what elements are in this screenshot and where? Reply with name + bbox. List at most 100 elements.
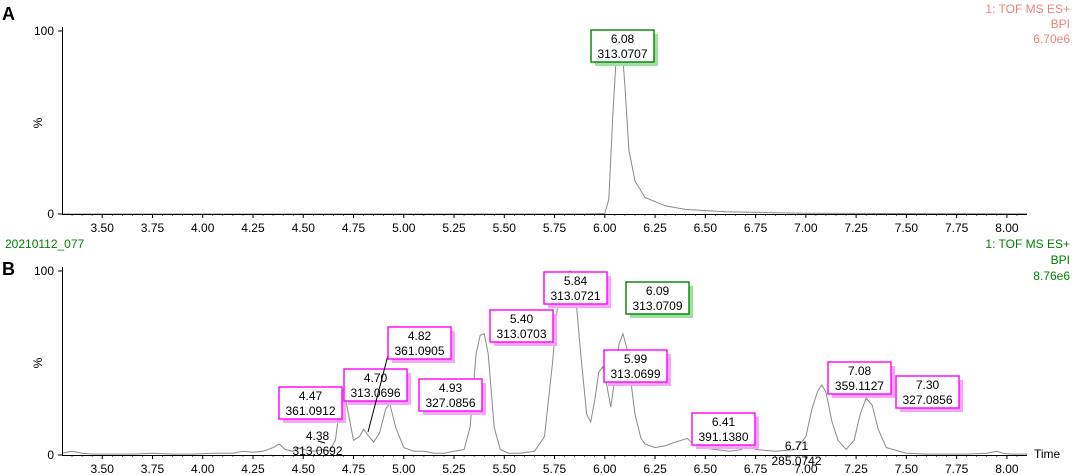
retention-time-label: 6.08 (611, 32, 635, 46)
x-tick-label: 6.50 (694, 221, 718, 235)
y-tick-label: 0 (47, 207, 54, 221)
x-tick-label: 7.25 (844, 462, 868, 475)
x-tick-label: 7.25 (844, 221, 868, 235)
label-box (418, 378, 483, 412)
panel-a-label: A (2, 4, 15, 24)
mz-label: 327.0856 (425, 396, 475, 410)
mz-label: 313.0703 (496, 327, 546, 341)
y-tick-label: 0 (47, 448, 54, 462)
mz-label: 327.0856 (902, 393, 952, 407)
x-tick-label: 8.00 (995, 221, 1019, 235)
panel-b-y-axis-label: % (31, 357, 45, 368)
x-tick-label: 5.00 (392, 462, 416, 475)
label-box (543, 271, 608, 305)
mz-label: 313.0699 (610, 367, 660, 381)
label-box (895, 375, 960, 409)
mz-label: 361.0912 (285, 404, 335, 418)
x-tick-label: 7.75 (945, 221, 969, 235)
x-tick-label: 7.50 (895, 462, 919, 475)
x-tick-label: 3.50 (91, 221, 115, 235)
panel-b-x-axis-label: Time (1034, 447, 1061, 461)
y-tick-label: 100 (34, 24, 54, 38)
panel-a-instrument: 1: TOF MS ES+ (985, 2, 1070, 16)
mz-label: 359.1127 (835, 379, 884, 393)
label-box (603, 349, 668, 383)
panel-b-trace-type: BPI (1051, 253, 1070, 267)
panel-b-y-ticks: 0 100 (34, 264, 62, 462)
mz-label: 313.0696 (350, 386, 400, 400)
mz-label: 285.0742 (771, 454, 821, 468)
panel-a-intensity: 6.70e6 (1033, 32, 1070, 46)
panel-a-y-axis-label: % (31, 117, 45, 128)
panel-b-label: B (2, 259, 15, 279)
retention-time-label: 5.40 (510, 312, 534, 326)
x-tick-label: 7.00 (794, 462, 818, 475)
panel-a-x-ticks: 3.50 3.75 4.00 4.25 4.50 4.75 5.00 5.25 5.50 5.75… (71, 214, 1019, 235)
x-tick-label: 4.75 (342, 462, 366, 475)
x-tick-label: 6.75 (744, 462, 768, 475)
x-tick-label: 5.75 (543, 221, 567, 235)
label-box (343, 368, 408, 402)
retention-time-label: 5.84 (564, 274, 588, 288)
retention-time-label: 6.09 (646, 284, 670, 298)
retention-time-label: 4.38 (306, 429, 330, 443)
panel-b-instrument: 1: TOF MS ES+ (985, 237, 1070, 251)
x-tick-label: 4.50 (292, 221, 316, 235)
retention-time-label: 4.47 (299, 389, 323, 403)
x-tick-label: 7.00 (794, 221, 818, 235)
x-tick-label: 8.00 (995, 462, 1019, 475)
label-box (691, 412, 756, 446)
x-tick-label: 6.50 (694, 462, 718, 475)
panel-b-intensity: 8.76e6 (1033, 269, 1070, 283)
mz-label: 313.0692 (292, 444, 342, 458)
retention-time-label: 4.93 (439, 381, 463, 395)
label-box (625, 281, 690, 315)
x-tick-label: 4.25 (241, 462, 265, 475)
x-tick-label: 4.75 (342, 221, 366, 235)
mz-label: 313.0707 (597, 47, 647, 61)
x-tick-label: 6.00 (593, 462, 617, 475)
retention-time-label: 7.30 (916, 378, 940, 392)
x-tick-label: 3.75 (141, 462, 165, 475)
retention-time-label: 4.70 (364, 371, 388, 385)
x-tick-label: 4.00 (191, 221, 215, 235)
x-tick-label: 6.00 (593, 221, 617, 235)
retention-time-label: 7.08 (848, 364, 872, 378)
x-tick-label: 4.50 (292, 462, 316, 475)
retention-time-label: 5.99 (624, 352, 648, 366)
panel-a: A 1: TOF MS ES+ BPI 6.70e6 % 3.50 3.75 4.0… (2, 2, 1070, 235)
mz-label: 313.0709 (632, 299, 682, 313)
x-tick-label: 3.75 (141, 221, 165, 235)
panel-b-sample-id: 20210112_077 (5, 237, 85, 251)
retention-time-label: 6.71 (785, 439, 809, 453)
x-tick-label: 7.50 (895, 221, 919, 235)
panel-b-annotations: 4.38313.06924.47361.09124.70313.06964.82… (278, 271, 963, 468)
retention-time-label: 4.82 (408, 329, 432, 343)
label-box (590, 29, 655, 63)
label-box (489, 309, 554, 343)
x-tick-label: 5.50 (493, 221, 517, 235)
leader-line (317, 440, 326, 444)
x-tick-label: 5.75 (543, 462, 567, 475)
panel-a-bpi-trace (62, 30, 1028, 215)
mz-label: 391.1380 (698, 430, 748, 444)
x-tick-label: 3.50 (91, 462, 115, 475)
x-tick-label: 5.00 (392, 221, 416, 235)
x-tick-label: 5.25 (442, 221, 466, 235)
mz-label: 313.0721 (550, 289, 600, 303)
